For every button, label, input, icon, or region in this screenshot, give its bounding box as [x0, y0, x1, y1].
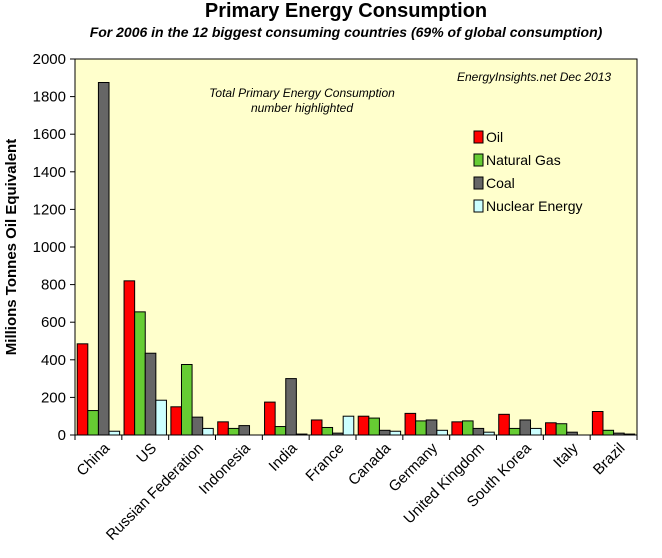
chart-subtitle: For 2006 in the 12 biggest consuming cou…: [90, 24, 603, 40]
bar: [602, 429, 615, 436]
x-tick-label: Brazil: [590, 440, 629, 479]
bar: [555, 423, 568, 436]
x-tick-label: France: [302, 440, 347, 485]
bar: [530, 427, 542, 436]
legend-swatch: [473, 130, 484, 144]
y-tick-label: 200: [41, 389, 66, 406]
bar: [566, 431, 578, 436]
x-tick-label: Italy: [550, 439, 582, 471]
bar: [202, 427, 214, 436]
y-tick-label: 2000: [33, 51, 66, 68]
legend: Oil Natural Gas Coal Nuclear Energy: [473, 129, 583, 214]
bar: [378, 429, 391, 436]
x-tick-label: Indonesia: [196, 439, 254, 497]
bar: [425, 419, 438, 436]
bar: [76, 343, 89, 436]
bar: [310, 419, 323, 436]
annotation-highlighted: number highlighted: [251, 101, 353, 115]
bar: [591, 411, 604, 436]
y-tick-label: 600: [41, 314, 66, 331]
bar: [519, 419, 532, 436]
x-tick-label: India: [266, 439, 301, 474]
bar: [389, 430, 402, 436]
legend-label: Coal: [486, 175, 515, 191]
bar: [191, 416, 204, 436]
bar: [123, 280, 136, 436]
legend-swatch: [473, 176, 484, 190]
bar: [461, 420, 474, 436]
bar: [623, 433, 636, 436]
chart-title: Primary Energy Consumption: [205, 0, 487, 22]
bar: [87, 410, 99, 436]
bar: [451, 421, 463, 436]
bar: [155, 399, 167, 436]
bar: [357, 415, 370, 436]
bar: [483, 431, 495, 436]
bar: [295, 433, 308, 436]
legend-swatch: [473, 199, 484, 213]
bar: [108, 430, 121, 436]
bar: [217, 421, 229, 436]
legend-label: Oil: [486, 129, 503, 145]
bar: [97, 82, 110, 436]
x-tick-label: China: [73, 439, 113, 479]
bar: [264, 401, 276, 436]
y-tick-label: 1200: [33, 201, 66, 218]
source-note: EnergyInsights.net Dec 2013: [457, 70, 611, 84]
bars: [76, 82, 636, 436]
y-tick-label: 1600: [33, 126, 66, 143]
bar: [321, 426, 334, 436]
bar: [285, 378, 297, 436]
bar: [238, 425, 251, 436]
bar: [404, 412, 417, 436]
x-tick-label: United Kingdom: [400, 440, 487, 527]
y-tick-label: 1000: [33, 239, 66, 256]
y-axis: 0 200 400 600 800 1000 1200 1400 1600 1800 2000: [33, 51, 75, 444]
bar: [144, 352, 157, 436]
bar: [134, 311, 146, 436]
bar: [498, 413, 510, 436]
legend-swatch: [473, 153, 484, 167]
annotation-total: Total Primary Energy Consumption: [209, 86, 395, 100]
bar: [545, 422, 557, 436]
bar: [180, 364, 193, 436]
y-tick-label: 1800: [33, 89, 66, 106]
y-tick-label: 800: [41, 277, 66, 294]
y-tick-label: 0: [58, 427, 66, 444]
y-tick-label: 1400: [33, 164, 66, 181]
plot-area: [74, 58, 638, 436]
legend-label: Natural Gas: [486, 152, 561, 168]
bar: [436, 429, 448, 436]
bar: [508, 427, 521, 436]
bar: [415, 420, 427, 436]
bar: [342, 415, 355, 436]
y-axis-label: Millions Tonnes Oil Equivalent: [3, 139, 20, 355]
bar: [368, 417, 380, 436]
bar: [227, 427, 240, 436]
bar: [613, 432, 625, 436]
bar: [472, 427, 485, 436]
y-tick-label: 400: [41, 352, 66, 369]
x-tick-label: US: [133, 440, 160, 467]
bar: [274, 426, 287, 436]
legend-label: Nuclear Energy: [486, 198, 583, 214]
bar: [170, 406, 182, 436]
bar: [332, 432, 344, 436]
